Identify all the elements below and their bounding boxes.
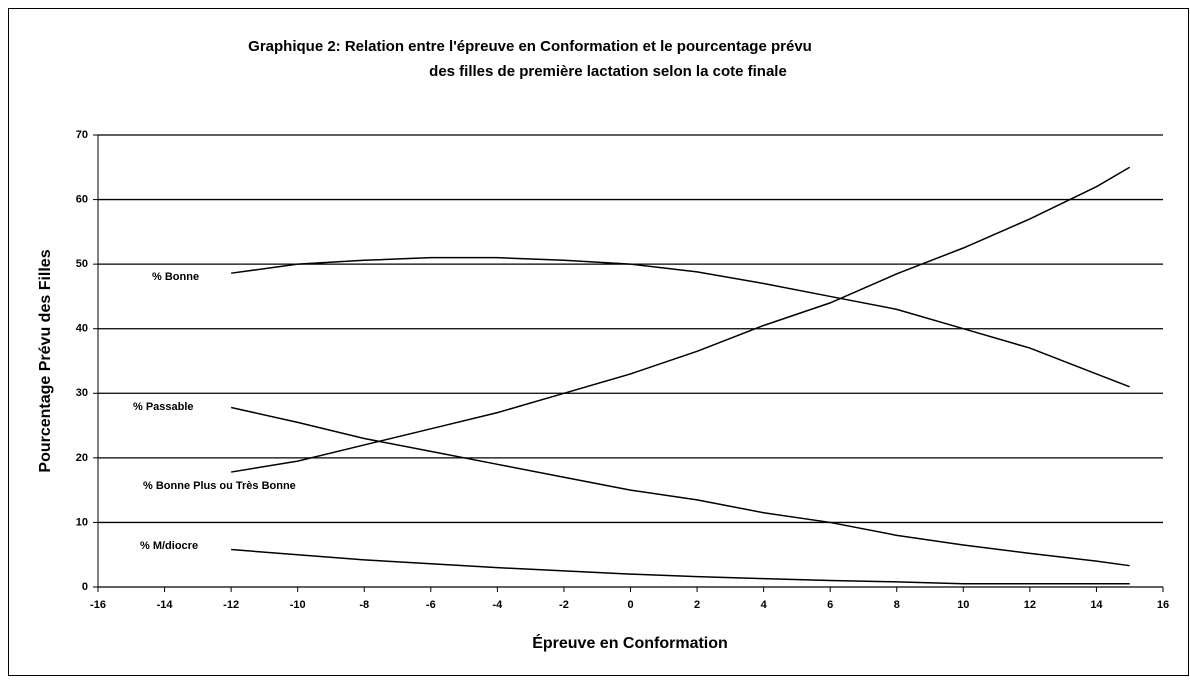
- x-tick-label: -14: [157, 599, 174, 611]
- y-tick-label: 70: [76, 129, 88, 141]
- x-tick-label: -12: [223, 599, 239, 611]
- series-label: % Passable: [133, 401, 194, 413]
- x-tick-label: 0: [627, 599, 633, 611]
- series-line: [231, 548, 1130, 585]
- x-tick-label: -4: [492, 599, 503, 611]
- x-tick-label: 12: [1024, 599, 1036, 611]
- y-axis-label: Pourcentage Prévu des Filles: [37, 249, 54, 472]
- frame: [8, 8, 1189, 676]
- x-tick-label: -16: [90, 599, 106, 611]
- y-tick-label: 60: [76, 193, 88, 205]
- chart-title: Graphique 2: Relation entre l'épreuve en…: [248, 38, 812, 55]
- y-tick-label: 10: [76, 516, 88, 528]
- x-tick-label: -2: [559, 599, 569, 611]
- series-label: % Bonne Plus ou Très Bonne: [143, 480, 296, 492]
- y-tick-label: 0: [82, 581, 88, 593]
- y-tick-label: 40: [76, 323, 88, 335]
- x-axis-label: Épreuve en Conformation: [532, 633, 728, 652]
- series-label: % Bonne: [152, 271, 199, 283]
- x-tick-label: 4: [761, 599, 768, 611]
- x-tick-label: -10: [290, 599, 306, 611]
- series-label: % M/diocre: [140, 540, 198, 552]
- x-tick-label: -6: [426, 599, 436, 611]
- y-tick-label: 20: [76, 452, 88, 464]
- x-tick-label: 8: [894, 599, 900, 611]
- x-tick-label: 10: [957, 599, 969, 611]
- y-tick-label: 50: [76, 258, 88, 270]
- y-tick-label: 30: [76, 387, 88, 399]
- chart-title: des filles de première lactation selon l…: [429, 63, 787, 80]
- x-tick-label: 6: [827, 599, 833, 611]
- series-line: [231, 166, 1131, 473]
- x-tick-label: -8: [359, 599, 369, 611]
- series-line: [231, 256, 1130, 388]
- x-tick-label: 16: [1157, 599, 1169, 611]
- series-line: [230, 406, 1130, 567]
- x-tick-label: 2: [694, 599, 700, 611]
- x-tick-label: 14: [1090, 599, 1103, 611]
